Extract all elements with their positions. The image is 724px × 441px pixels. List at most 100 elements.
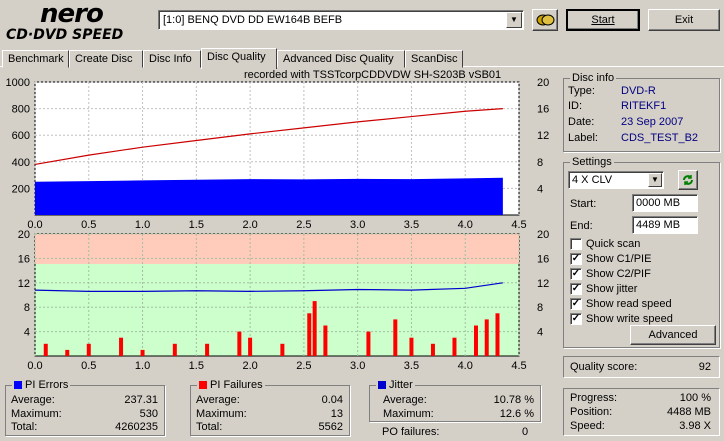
pi-failures-group: PI Failures Average: 0.04 Maximum: 13 To… xyxy=(190,379,350,436)
checkbox-box[interactable]: ✓ xyxy=(570,283,582,296)
pi-errors-title: PI Errors xyxy=(12,379,71,391)
y-tick-label-left: 16 xyxy=(18,253,30,265)
start-button-label: Start xyxy=(591,14,615,26)
start-input[interactable]: 0000 MB xyxy=(632,194,698,212)
end-input[interactable]: 4489 MB xyxy=(632,216,698,234)
refresh-icon xyxy=(683,175,693,185)
read-speed-line xyxy=(34,108,503,166)
refresh-button[interactable] xyxy=(678,170,698,190)
pif-bar xyxy=(280,343,285,356)
settings-group: Settings 4 X CLV ▼ Start: 0000 MB End: 4… xyxy=(563,156,720,348)
checkbox-show-write-speed[interactable]: ✓ Show write speed xyxy=(570,313,673,326)
pie-area xyxy=(35,177,503,215)
checkbox-show-jitter[interactable]: ✓ Show jitter xyxy=(570,283,638,296)
speed-select[interactable]: 4 X CLV ▼ xyxy=(568,171,664,189)
quality-score-panel: Quality score: 92 xyxy=(563,356,720,378)
advanced-button-label: Advanced xyxy=(648,329,698,341)
start-button[interactable]: Start xyxy=(566,9,640,31)
x-tick-label: 4.0 xyxy=(458,360,473,372)
y-tick-label-left: 400 xyxy=(12,157,30,169)
y-tick-label-right: 16 xyxy=(537,253,549,265)
jitter-avg-value: 10.78 % xyxy=(493,394,534,406)
checkbox-box[interactable]: ✓ xyxy=(570,268,582,281)
tab-disc-quality[interactable]: Disc Quality xyxy=(201,48,277,69)
exit-button[interactable]: Exit xyxy=(648,9,720,31)
pif-bar xyxy=(366,331,371,356)
tab-advanced-disc-quality[interactable]: Advanced Disc Quality xyxy=(277,50,405,68)
checkbox-box[interactable]: ✓ xyxy=(570,298,582,311)
drive-select-value: [1:0] BENQ DVD DD EW164B BEFB xyxy=(163,14,343,26)
jitter-max-value: 12.6 % xyxy=(499,408,534,420)
drive-select[interactable]: [1:0] BENQ DVD DD EW164B BEFB ▼ xyxy=(158,10,524,30)
pif-bar xyxy=(495,313,500,356)
checkbox-show-c1-pie[interactable]: ✓ Show C1/PIE xyxy=(570,253,651,266)
pif-bar xyxy=(473,325,478,356)
y-tick-label-right: 20 xyxy=(537,77,549,89)
y-tick-label-right: 16 xyxy=(537,104,549,116)
checkbox-box[interactable] xyxy=(570,238,582,251)
pif-bar xyxy=(65,349,70,356)
pif-bar xyxy=(312,301,317,356)
pie-avg-value: 237.31 xyxy=(124,394,158,406)
checkbox-label: Show jitter xyxy=(586,283,638,295)
pie-legend-swatch xyxy=(14,381,22,390)
y-tick-label-right: 20 xyxy=(537,229,549,241)
disc-swap-icon xyxy=(536,14,555,26)
pie-max-value: 530 xyxy=(139,408,158,420)
pif-bar xyxy=(393,319,398,356)
pif-bar xyxy=(43,343,48,356)
y-tick-label-left: 1000 xyxy=(6,77,30,89)
checkbox-show-read-speed[interactable]: ✓ Show read speed xyxy=(570,298,672,311)
x-tick-label: 2.0 xyxy=(242,360,257,372)
checkbox-box[interactable]: ✓ xyxy=(570,313,582,326)
x-tick-label: 2.5 xyxy=(296,219,311,231)
label-label: Label: xyxy=(568,132,598,144)
pif-bar xyxy=(452,337,457,356)
pif-bar xyxy=(307,313,312,356)
pif-avg-value: 0.04 xyxy=(321,394,343,406)
progress-label: Progress: xyxy=(570,392,618,404)
x-tick-label: 0.0 xyxy=(27,360,42,372)
pif-bar xyxy=(248,337,253,356)
po-failures-label: PO failures: xyxy=(382,426,440,438)
progress-value: 100 % xyxy=(679,392,711,404)
x-tick-label: 1.5 xyxy=(189,360,204,372)
x-tick-label: 2.0 xyxy=(242,219,257,231)
checkbox-label: Show read speed xyxy=(586,298,672,310)
pif-bar xyxy=(205,343,210,356)
pif-bar xyxy=(119,337,124,356)
tab-scandisc[interactable]: ScanDisc xyxy=(405,50,463,68)
jitter-legend-swatch xyxy=(378,381,386,390)
jitter-line xyxy=(34,282,503,292)
chevron-down-icon[interactable]: ▼ xyxy=(648,173,662,187)
pif-bar xyxy=(86,343,91,356)
pif-avg-label: Average: xyxy=(196,394,240,406)
label-value: CDS_TEST_B2 xyxy=(621,132,699,144)
y-tick-label-left: 20 xyxy=(18,229,30,241)
checkbox-quick-scan[interactable]: Quick scan xyxy=(570,238,641,251)
x-tick-label: 1.0 xyxy=(135,360,150,372)
pif-total-label: Total: xyxy=(196,421,223,433)
advanced-button[interactable]: Advanced xyxy=(630,325,716,345)
tab-create-disc[interactable]: Create Disc xyxy=(69,50,143,68)
date-value: 23 Sep 2007 xyxy=(621,116,684,128)
po-failures-value: 0 xyxy=(522,426,529,438)
tab-disc-info[interactable]: Disc Info xyxy=(143,50,201,68)
pi-failures-title: PI Failures xyxy=(197,379,265,391)
checkbox-box[interactable]: ✓ xyxy=(570,253,582,266)
checkbox-show-c2-pif[interactable]: ✓ Show C2/PIF xyxy=(570,268,651,281)
pif-bar xyxy=(323,325,328,356)
chevron-down-icon[interactable]: ▼ xyxy=(506,12,522,28)
y-tick-label-right: 8 xyxy=(537,302,543,314)
checkbox-label: Quick scan xyxy=(586,238,641,250)
x-tick-label: 3.0 xyxy=(350,219,365,231)
y-tick-label-left: 4 xyxy=(24,327,30,339)
y-tick-label-right: 8 xyxy=(537,157,543,169)
pif-max-label: Maximum: xyxy=(196,408,247,420)
end-label: End: xyxy=(570,220,593,232)
pif-bar xyxy=(430,343,435,356)
y-tick-label-right: 4 xyxy=(537,183,543,195)
id-label: ID: xyxy=(568,100,583,112)
eject-icon-button[interactable] xyxy=(532,9,558,31)
tab-benchmark[interactable]: Benchmark xyxy=(2,50,69,68)
